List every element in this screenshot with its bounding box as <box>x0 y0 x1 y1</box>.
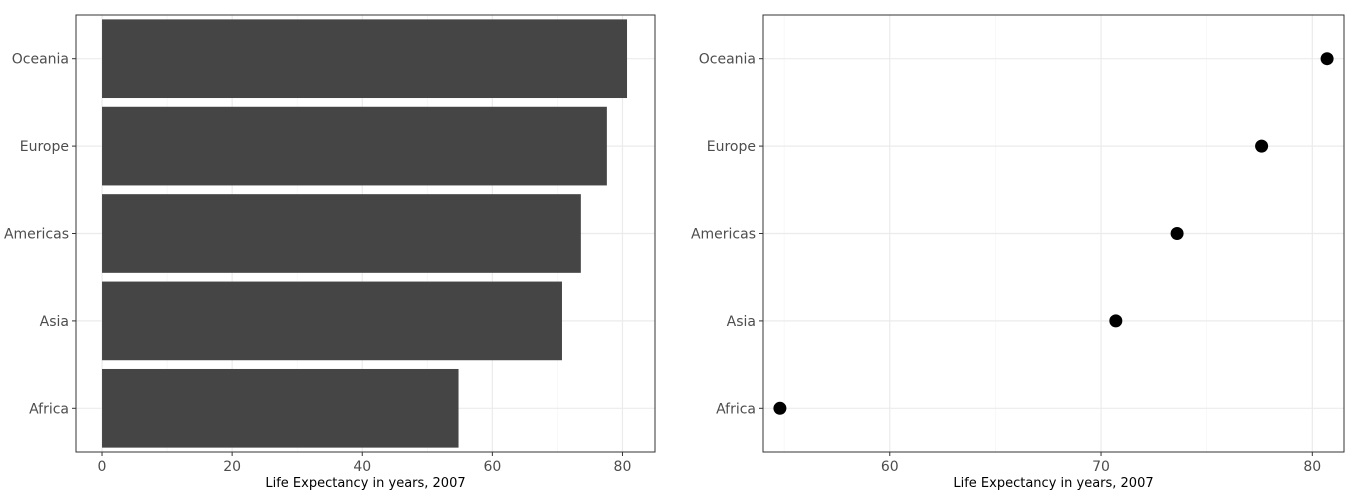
bar-europe <box>102 106 607 186</box>
x-tick-label: 80 <box>1303 459 1321 475</box>
bar-chart-panel: Africa Asia Americas Europe Oceania 0 20 40 60 80… <box>4 14 656 491</box>
x-tick-label: 80 <box>614 459 632 475</box>
y-tick-label: Asia <box>40 314 69 330</box>
y-tick-label: Oceania <box>12 52 69 68</box>
y-tick-label: Africa <box>716 401 756 417</box>
bar-africa <box>102 368 459 448</box>
dot-plot-panel: Africa Asia Americas Europe Oceania 60 70 80 Lif… <box>691 14 1345 491</box>
x-tick-label: 60 <box>881 459 899 475</box>
y-tick-label: Europe <box>707 139 756 155</box>
bar-asia <box>102 281 562 361</box>
y-tick-label: Asia <box>727 314 756 330</box>
point-africa <box>773 401 787 415</box>
y-tick-label: Oceania <box>699 52 756 68</box>
x-tick-label: 40 <box>353 459 371 475</box>
bar-americas <box>102 194 581 273</box>
y-tick-label: Americas <box>691 227 756 243</box>
point-oceania <box>1320 52 1334 66</box>
point-europe <box>1255 139 1269 153</box>
x-tick-label: 20 <box>223 459 241 475</box>
x-tick-label: 0 <box>98 459 107 475</box>
y-tick-label: Africa <box>29 401 69 417</box>
x-tick-label: 70 <box>1092 459 1110 475</box>
y-tick-label: Americas <box>4 227 69 243</box>
point-americas <box>1170 227 1184 240</box>
x-axis-title: Life Expectancy in years, 2007 <box>953 476 1153 491</box>
x-tick-label: 60 <box>483 459 501 475</box>
point-asia <box>1109 314 1123 328</box>
x-axis-title: Life Expectancy in years, 2007 <box>265 476 465 491</box>
y-tick-label: Europe <box>20 139 69 155</box>
bar-oceania <box>102 19 628 99</box>
